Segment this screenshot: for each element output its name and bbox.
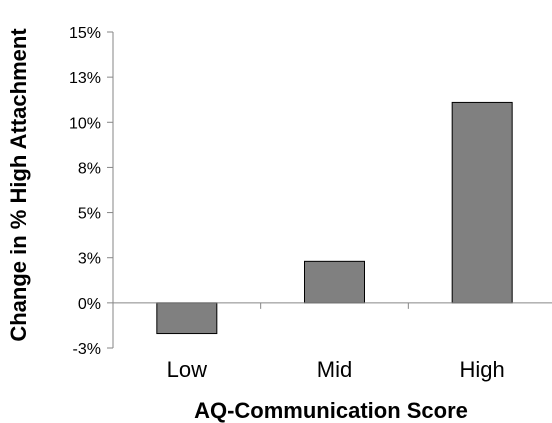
x-axis-ticks: Low Mid High (167, 302, 505, 382)
bars (156, 101, 513, 335)
y-tick-label: 15% (69, 25, 101, 42)
x-tick-label: High (460, 357, 505, 382)
y-tick-label: 5% (78, 206, 101, 223)
x-axis-title: AQ-Communication Score (194, 398, 468, 423)
y-tick-label: 0% (78, 296, 101, 313)
y-tick-label: -3% (73, 341, 101, 358)
y-tick-label: 10% (69, 115, 101, 132)
y-tick-label: 3% (78, 251, 101, 268)
x-tick-label: Low (167, 357, 207, 382)
bar-high (451, 101, 513, 304)
bar-low (156, 302, 218, 335)
bar-mid (304, 260, 365, 304)
y-tick-label: 13% (69, 70, 101, 87)
y-axis-ticks: -3% 0% 3% 5% 8% 10% 13% 15% (69, 25, 113, 358)
x-tick-label: Mid (317, 357, 352, 382)
y-axis-title: Change in % High Attachment (6, 28, 31, 342)
y-tick-label: 8% (78, 160, 101, 177)
